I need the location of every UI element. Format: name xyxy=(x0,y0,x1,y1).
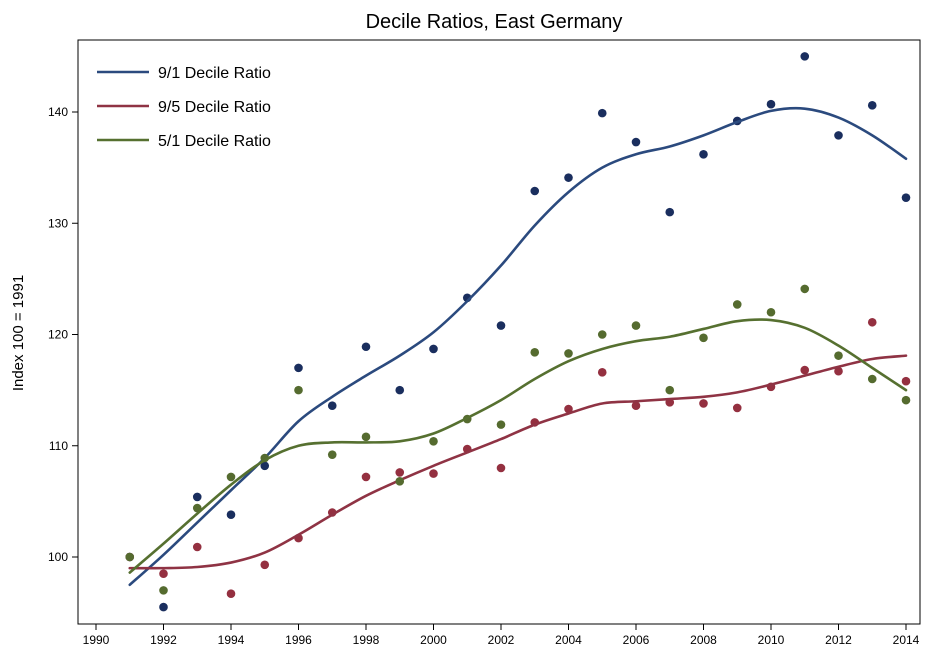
series-9-5-decile-ratio xyxy=(125,317,911,599)
legend-label: 9/1 Decile Ratio xyxy=(158,65,271,82)
data-point xyxy=(395,468,405,477)
data-point xyxy=(564,349,573,358)
data-point xyxy=(395,385,405,395)
data-point xyxy=(834,351,843,360)
data-point xyxy=(867,101,877,110)
data-point xyxy=(429,344,438,354)
data-point xyxy=(192,492,202,502)
data-point xyxy=(699,399,708,408)
y-tick-label: 120 xyxy=(48,328,68,342)
x-tick-label: 2004 xyxy=(555,633,582,647)
legend: 9/1 Decile Ratio 9/5 Decile Ratio 5/1 Deci… xyxy=(97,65,271,150)
data-point xyxy=(597,330,607,339)
data-point xyxy=(496,321,506,330)
data-point xyxy=(395,477,405,486)
data-point xyxy=(429,469,438,478)
data-point xyxy=(192,542,202,552)
data-point xyxy=(327,450,337,459)
x-tick-label: 2010 xyxy=(758,633,785,647)
data-point xyxy=(159,586,168,595)
data-point xyxy=(834,366,843,376)
data-point xyxy=(496,420,506,429)
y-tick-label: 130 xyxy=(48,216,68,230)
data-point xyxy=(631,401,641,411)
data-point xyxy=(800,365,810,375)
x-tick-label: 1990 xyxy=(83,633,110,647)
data-point xyxy=(867,317,877,327)
data-point xyxy=(327,401,337,411)
data-point xyxy=(631,137,641,147)
data-point xyxy=(260,560,270,570)
x-tick-label: 2008 xyxy=(690,633,717,647)
x-tick-label: 1994 xyxy=(218,633,245,647)
x-tick-label: 1998 xyxy=(353,633,380,647)
data-point xyxy=(597,108,607,118)
x-tick-label: 2000 xyxy=(420,633,447,647)
data-point xyxy=(800,284,810,294)
data-point xyxy=(361,432,371,442)
legend-label: 5/1 Decile Ratio xyxy=(158,133,271,150)
data-point xyxy=(361,472,371,482)
data-point xyxy=(665,385,675,395)
y-tick-label: 110 xyxy=(49,439,68,453)
data-point xyxy=(361,342,371,352)
data-point xyxy=(699,149,708,159)
data-point xyxy=(834,131,843,140)
data-point xyxy=(226,510,236,520)
data-point xyxy=(294,385,303,395)
data-point xyxy=(125,552,135,562)
trend-line xyxy=(128,318,908,574)
data-point xyxy=(867,374,877,384)
trend-line xyxy=(128,354,908,570)
x-tick-label: 2012 xyxy=(825,633,852,647)
data-point xyxy=(564,173,573,182)
y-tick-label: 140 xyxy=(48,105,68,119)
data-point xyxy=(597,368,607,377)
plot-area xyxy=(77,39,921,625)
y-axis-label: Index 100 = 1991 xyxy=(10,275,27,391)
data-point xyxy=(226,472,236,482)
data-point xyxy=(159,569,168,578)
series-layer xyxy=(125,52,911,612)
data-point xyxy=(159,602,168,612)
data-point xyxy=(294,363,303,373)
data-point xyxy=(901,193,911,202)
x-tick-label: 1992 xyxy=(150,633,177,647)
data-point xyxy=(901,395,911,405)
data-point xyxy=(901,376,911,386)
series-5-1-decile-ratio xyxy=(125,284,911,595)
data-point xyxy=(631,321,641,330)
data-point xyxy=(496,463,506,473)
x-tick-label: 1996 xyxy=(285,633,312,647)
data-point xyxy=(766,99,776,109)
data-point xyxy=(530,186,540,196)
data-point xyxy=(699,333,708,343)
data-point xyxy=(530,348,540,357)
data-point xyxy=(732,403,742,413)
data-point xyxy=(766,307,776,317)
axes: 1990 1992 1994 1996 1998 2000 2002 2004 2006 2008… xyxy=(48,105,920,647)
x-tick-label: 2006 xyxy=(623,633,650,647)
data-point xyxy=(800,52,810,61)
data-point xyxy=(260,461,270,471)
data-point xyxy=(665,207,675,217)
x-tick-label: 2014 xyxy=(893,633,920,647)
data-point xyxy=(429,437,438,446)
data-point xyxy=(564,404,573,414)
chart-title: Decile Ratios, East Germany xyxy=(366,11,623,33)
data-point xyxy=(732,300,742,309)
legend-label: 9/5 Decile Ratio xyxy=(158,99,271,116)
x-tick-label: 2002 xyxy=(488,633,515,647)
y-tick-label: 100 xyxy=(48,550,68,564)
data-point xyxy=(226,589,236,599)
